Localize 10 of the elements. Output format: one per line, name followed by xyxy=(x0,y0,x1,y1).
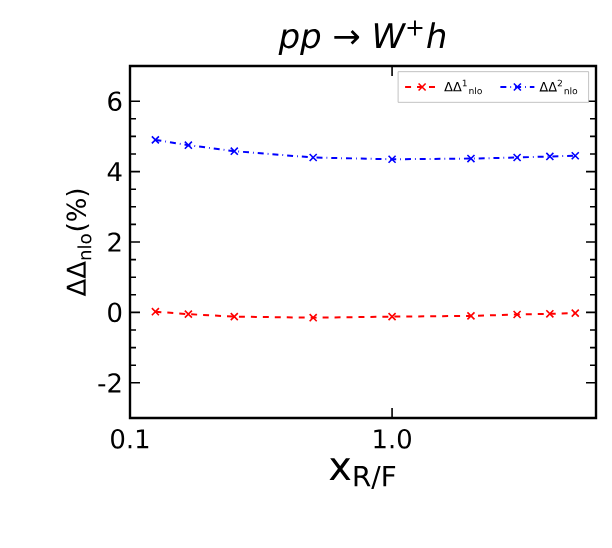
y-axis-title: ΔΔ$_{nlo}$(%) xyxy=(66,189,92,297)
y-tick-label: 0 xyxy=(108,302,122,323)
x-axis-title: x$_{R/F}$ xyxy=(329,458,396,489)
y-tick-label: 6 xyxy=(108,91,122,111)
x-tick-label: 1.0 xyxy=(374,429,411,449)
y-tick-label: 2 xyxy=(108,232,121,252)
y-tick-label: -2 xyxy=(98,373,121,393)
x-tick-label: 0.1 xyxy=(111,429,149,449)
chart-title: pp → W$^{+}$h xyxy=(278,20,446,55)
y-tick-label: 4 xyxy=(107,162,122,182)
